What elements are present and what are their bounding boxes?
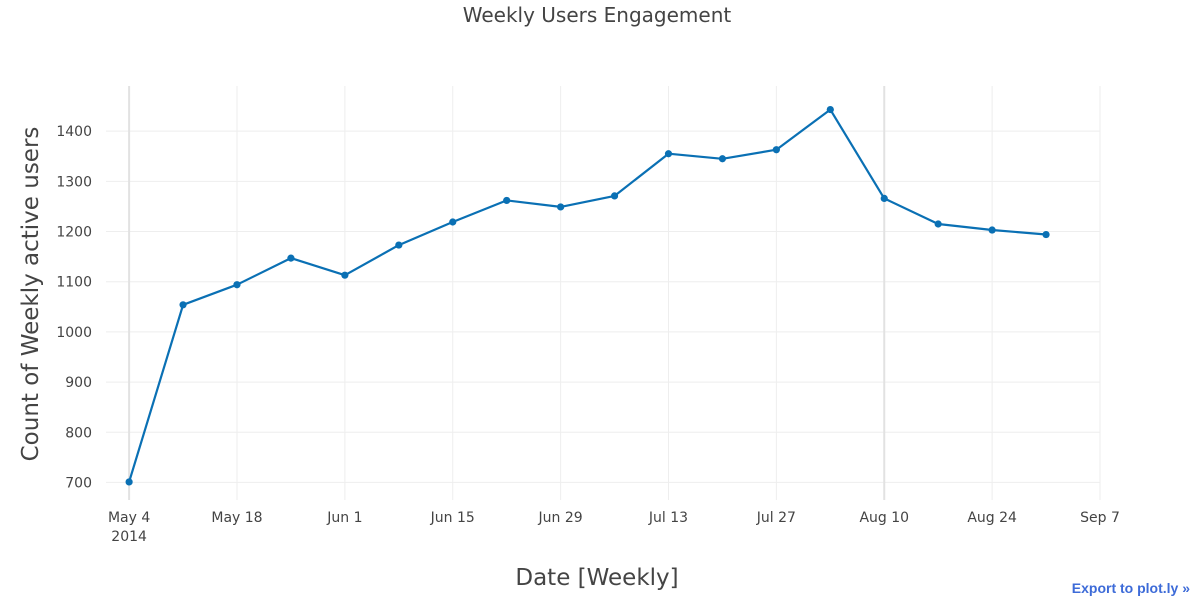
y-axis-ticks: 700 800 900 1000 1100 1200 1300 1400 bbox=[56, 124, 92, 491]
export-to-plotly-link[interactable]: Export to plot.ly » bbox=[1071, 580, 1190, 596]
series-line bbox=[128, 108, 1047, 483]
x-tick-label: May 18 bbox=[211, 510, 262, 526]
data-point[interactable] bbox=[557, 203, 565, 211]
data-point[interactable] bbox=[179, 301, 187, 309]
y-tick-label: 1400 bbox=[56, 124, 92, 140]
data-point[interactable] bbox=[287, 254, 295, 262]
x-tick-label: Jun 15 bbox=[430, 510, 475, 526]
grid-lines bbox=[106, 86, 1101, 500]
x-axis-title: Date [Weekly] bbox=[515, 565, 678, 591]
x-tick-label: Aug 24 bbox=[967, 510, 1017, 526]
x-tick-label: May 4 bbox=[108, 510, 150, 526]
data-point[interactable] bbox=[341, 271, 349, 279]
x-tick-label: Sep 7 bbox=[1080, 510, 1120, 526]
y-axis-title: Count of Weekly active users bbox=[18, 127, 44, 462]
data-point[interactable] bbox=[880, 194, 888, 203]
series-layer bbox=[125, 105, 1050, 486]
data-point[interactable] bbox=[233, 281, 241, 289]
x-axis-ticks: May 4 2014 May 18 Jun 1 Jun 15 Jun 29 Jul 13 Ju… bbox=[108, 510, 1120, 545]
data-point[interactable] bbox=[772, 146, 780, 154]
data-point[interactable] bbox=[503, 196, 511, 205]
data-point[interactable] bbox=[449, 218, 457, 226]
y-tick-label: 1200 bbox=[56, 225, 92, 241]
chart-title: Weekly Users Engagement bbox=[463, 3, 732, 27]
x-tick-label: Jul 27 bbox=[756, 510, 796, 526]
data-point[interactable] bbox=[718, 155, 727, 163]
y-tick-label: 700 bbox=[65, 475, 92, 491]
y-tick-label: 1000 bbox=[56, 325, 92, 341]
data-point[interactable] bbox=[934, 220, 942, 228]
y-tick-label: 800 bbox=[65, 425, 92, 441]
data-point[interactable] bbox=[826, 105, 834, 114]
x-tick-label: Aug 10 bbox=[859, 510, 909, 526]
data-point[interactable] bbox=[395, 241, 403, 249]
x-tick-sublabel: 2014 bbox=[111, 529, 147, 545]
x-tick-label: Jun 1 bbox=[326, 510, 362, 526]
y-tick-label: 1300 bbox=[56, 174, 92, 190]
data-point[interactable] bbox=[664, 150, 673, 158]
data-point[interactable] bbox=[1042, 230, 1050, 239]
y-tick-label: 1100 bbox=[56, 275, 92, 291]
data-point[interactable] bbox=[988, 226, 996, 234]
data-point[interactable] bbox=[610, 192, 619, 200]
y-tick-label: 900 bbox=[65, 375, 92, 391]
x-tick-label: Jun 29 bbox=[538, 510, 583, 526]
data-point[interactable] bbox=[125, 478, 133, 486]
x-tick-label: Jul 13 bbox=[648, 510, 688, 526]
